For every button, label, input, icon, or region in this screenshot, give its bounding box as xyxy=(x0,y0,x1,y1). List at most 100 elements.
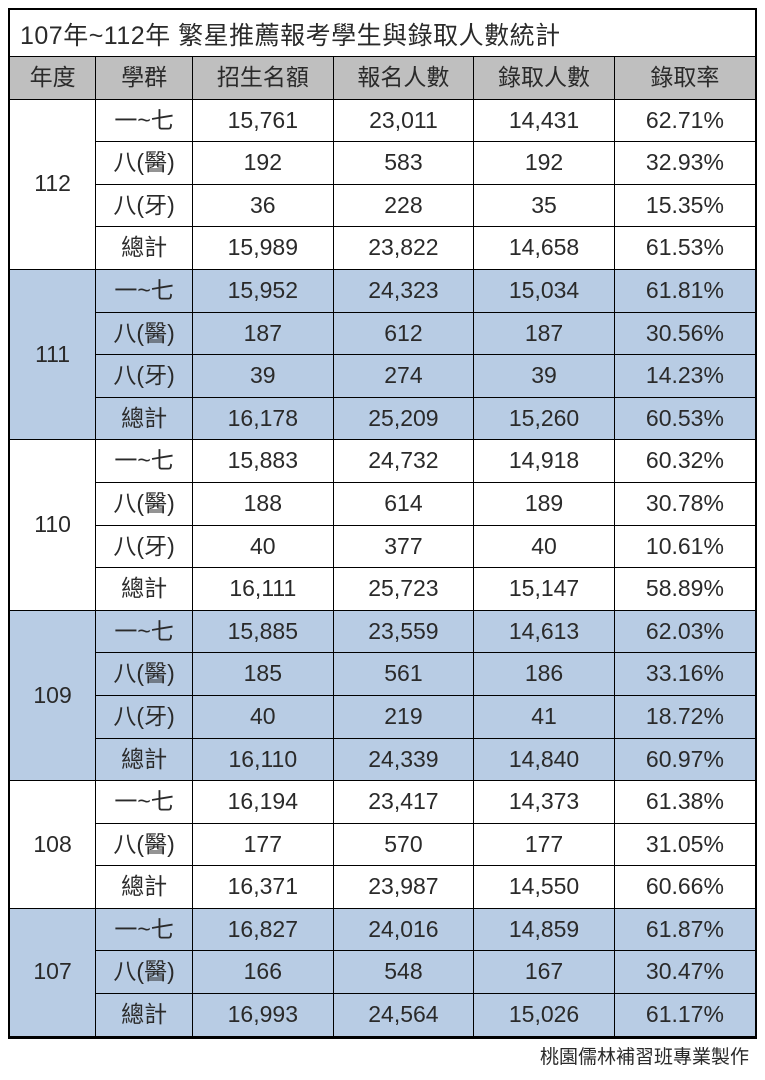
quota-cell: 188 xyxy=(193,482,334,525)
admitted-cell: 14,658 xyxy=(474,227,615,270)
quota-cell: 185 xyxy=(193,653,334,696)
rate-cell: 30.56% xyxy=(614,312,755,355)
quota-cell: 36 xyxy=(193,184,334,227)
applied-cell: 24,016 xyxy=(333,908,474,951)
table-row: 八(牙)402194118.72% xyxy=(10,695,755,738)
stats-table: 年度 學群 招生名額 報名人數 錄取人數 錄取率 112一~七15,76123,… xyxy=(10,57,755,1037)
group-cell: 總計 xyxy=(96,397,193,440)
quota-cell: 16,110 xyxy=(193,738,334,781)
group-cell: 八(醫) xyxy=(96,823,193,866)
rate-cell: 30.78% xyxy=(614,482,755,525)
admitted-cell: 39 xyxy=(474,355,615,398)
group-cell: 八(牙) xyxy=(96,355,193,398)
group-cell: 總計 xyxy=(96,994,193,1037)
quota-cell: 40 xyxy=(193,525,334,568)
rate-cell: 32.93% xyxy=(614,142,755,185)
applied-cell: 23,822 xyxy=(333,227,474,270)
quota-cell: 192 xyxy=(193,142,334,185)
year-cell: 111 xyxy=(10,269,96,439)
rate-cell: 60.66% xyxy=(614,866,755,909)
col-group: 學群 xyxy=(96,57,193,99)
year-cell: 110 xyxy=(10,440,96,610)
applied-cell: 548 xyxy=(333,951,474,994)
table-row: 110一~七15,88324,73214,91860.32% xyxy=(10,440,755,483)
applied-cell: 24,564 xyxy=(333,994,474,1037)
year-cell: 107 xyxy=(10,908,96,1036)
applied-cell: 561 xyxy=(333,653,474,696)
year-cell: 112 xyxy=(10,99,96,269)
group-cell: 八(醫) xyxy=(96,142,193,185)
table-row: 八(醫)18761218730.56% xyxy=(10,312,755,355)
quota-cell: 15,883 xyxy=(193,440,334,483)
rate-cell: 33.16% xyxy=(614,653,755,696)
rate-cell: 58.89% xyxy=(614,568,755,611)
table-row: 總計16,11125,72315,14758.89% xyxy=(10,568,755,611)
table-row: 112一~七15,76123,01114,43162.71% xyxy=(10,99,755,142)
group-cell: 一~七 xyxy=(96,781,193,824)
admitted-cell: 192 xyxy=(474,142,615,185)
group-cell: 一~七 xyxy=(96,269,193,312)
admitted-cell: 15,026 xyxy=(474,994,615,1037)
col-admitted: 錄取人數 xyxy=(474,57,615,99)
applied-cell: 24,339 xyxy=(333,738,474,781)
rate-cell: 62.71% xyxy=(614,99,755,142)
quota-cell: 16,178 xyxy=(193,397,334,440)
table-row: 八(醫)18861418930.78% xyxy=(10,482,755,525)
applied-cell: 23,559 xyxy=(333,610,474,653)
col-applied: 報名人數 xyxy=(333,57,474,99)
applied-cell: 274 xyxy=(333,355,474,398)
table-row: 總計16,37123,98714,55060.66% xyxy=(10,866,755,909)
table-row: 107一~七16,82724,01614,85961.87% xyxy=(10,908,755,951)
group-cell: 八(醫) xyxy=(96,653,193,696)
applied-cell: 614 xyxy=(333,482,474,525)
group-cell: 八(醫) xyxy=(96,951,193,994)
applied-cell: 23,987 xyxy=(333,866,474,909)
applied-cell: 24,732 xyxy=(333,440,474,483)
group-cell: 八(牙) xyxy=(96,525,193,568)
rate-cell: 15.35% xyxy=(614,184,755,227)
admitted-cell: 186 xyxy=(474,653,615,696)
admitted-cell: 14,613 xyxy=(474,610,615,653)
header-row: 年度 學群 招生名額 報名人數 錄取人數 錄取率 xyxy=(10,57,755,99)
table-row: 八(醫)19258319232.93% xyxy=(10,142,755,185)
admitted-cell: 167 xyxy=(474,951,615,994)
admitted-cell: 14,918 xyxy=(474,440,615,483)
quota-cell: 16,371 xyxy=(193,866,334,909)
rate-cell: 31.05% xyxy=(614,823,755,866)
rate-cell: 61.53% xyxy=(614,227,755,270)
rate-cell: 61.81% xyxy=(614,269,755,312)
admitted-cell: 189 xyxy=(474,482,615,525)
footer-credit: 桃園儒林補習班專業製作 xyxy=(8,1039,757,1072)
quota-cell: 40 xyxy=(193,695,334,738)
applied-cell: 23,011 xyxy=(333,99,474,142)
quota-cell: 16,993 xyxy=(193,994,334,1037)
rate-cell: 60.97% xyxy=(614,738,755,781)
admitted-cell: 15,260 xyxy=(474,397,615,440)
quota-cell: 15,952 xyxy=(193,269,334,312)
admitted-cell: 14,373 xyxy=(474,781,615,824)
table-row: 八(牙)403774010.61% xyxy=(10,525,755,568)
applied-cell: 228 xyxy=(333,184,474,227)
group-cell: 八(醫) xyxy=(96,312,193,355)
applied-cell: 570 xyxy=(333,823,474,866)
applied-cell: 219 xyxy=(333,695,474,738)
group-cell: 八(醫) xyxy=(96,482,193,525)
table-row: 八(醫)16654816730.47% xyxy=(10,951,755,994)
quota-cell: 166 xyxy=(193,951,334,994)
admitted-cell: 177 xyxy=(474,823,615,866)
rate-cell: 61.87% xyxy=(614,908,755,951)
admitted-cell: 41 xyxy=(474,695,615,738)
col-rate: 錄取率 xyxy=(614,57,755,99)
rate-cell: 61.38% xyxy=(614,781,755,824)
table-row: 111一~七15,95224,32315,03461.81% xyxy=(10,269,755,312)
quota-cell: 15,885 xyxy=(193,610,334,653)
applied-cell: 25,723 xyxy=(333,568,474,611)
quota-cell: 16,111 xyxy=(193,568,334,611)
rate-cell: 60.32% xyxy=(614,440,755,483)
admitted-cell: 187 xyxy=(474,312,615,355)
admitted-cell: 35 xyxy=(474,184,615,227)
admitted-cell: 14,431 xyxy=(474,99,615,142)
quota-cell: 15,761 xyxy=(193,99,334,142)
year-cell: 108 xyxy=(10,781,96,909)
table-row: 總計16,99324,56415,02661.17% xyxy=(10,994,755,1037)
